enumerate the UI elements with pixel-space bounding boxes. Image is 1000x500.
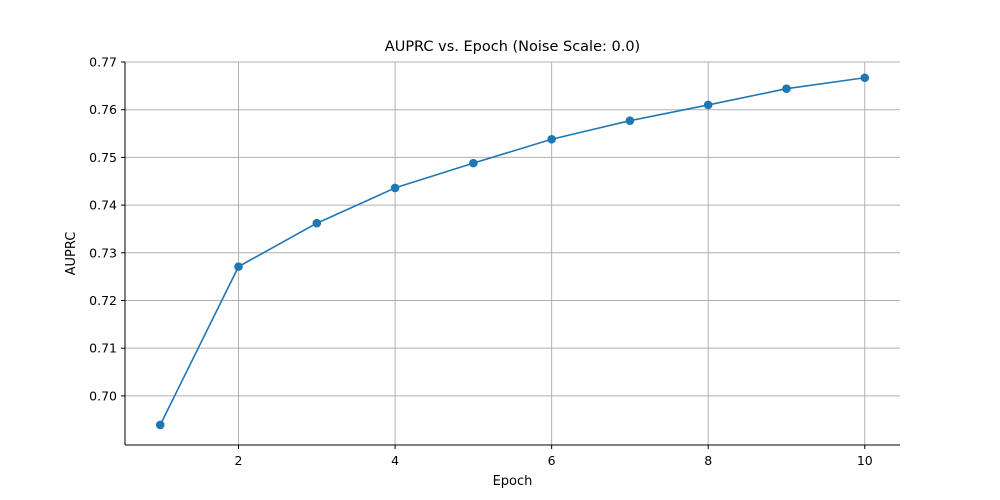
y-tick-label: 0.74 [89, 198, 117, 213]
y-tick-label: 0.70 [89, 388, 117, 403]
axes-frame [124, 62, 900, 446]
data-point [155, 420, 165, 430]
y-tick-label: 0.77 [89, 55, 117, 70]
y-tick-label: 0.71 [89, 341, 117, 356]
data-point [703, 100, 713, 110]
y-tick-label: 0.76 [89, 102, 117, 117]
data-point [782, 84, 791, 94]
x-tick-label: 10 [857, 453, 873, 468]
data-point [860, 73, 870, 83]
data-point [312, 218, 322, 228]
y-tick-label: 0.75 [89, 150, 117, 165]
y-axis-ticks: 0.70 0.71 0.72 0.73 0.74 0.75 0.76 0.77 [89, 55, 125, 403]
data-point [234, 262, 243, 271]
x-axis-ticks: 2 4 6 8 10 [235, 445, 873, 468]
series-line [159, 76, 865, 426]
grid [125, 61, 900, 445]
data-point [469, 158, 478, 168]
chart-title: AUPRC vs. Epoch (Noise Scale: 0.0) [385, 39, 640, 55]
y-tick-label: 0.72 [89, 293, 117, 308]
x-tick-label: 8 [704, 453, 712, 468]
x-axis-label: Epoch [493, 474, 533, 489]
x-tick-label: 4 [391, 453, 399, 468]
y-tick-label: 0.73 [89, 245, 117, 260]
data-point [625, 116, 635, 125]
data-point [547, 134, 556, 144]
y-axis-label: AUPRC [64, 232, 79, 276]
series-group [155, 73, 870, 430]
x-tick-label: 6 [548, 453, 556, 468]
x-tick-label: 2 [235, 453, 243, 468]
data-point [390, 183, 400, 193]
